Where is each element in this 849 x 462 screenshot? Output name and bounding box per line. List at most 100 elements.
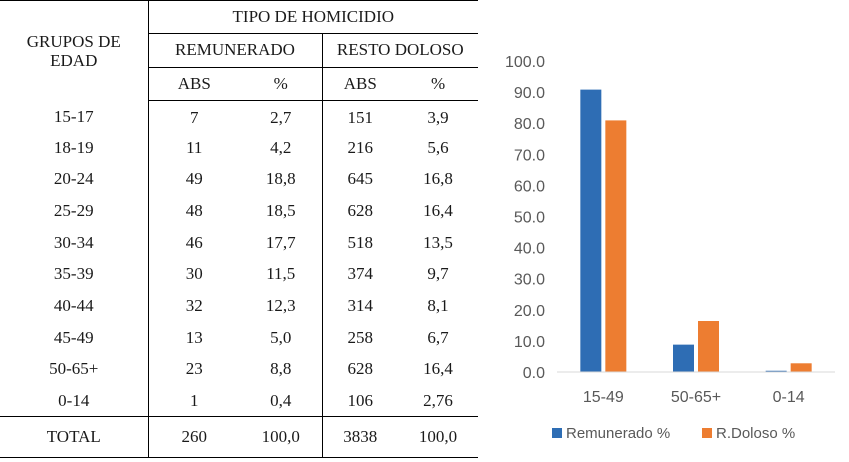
other-pct-cell: 13,5 bbox=[423, 232, 453, 252]
unit-header: % bbox=[240, 67, 323, 101]
total-other-pct: 100,0 bbox=[398, 416, 479, 458]
age-group-cell: 0-14 bbox=[0, 384, 149, 417]
table-row: 50-65+ 23 8,8 628 16,4 bbox=[0, 353, 478, 385]
legend-swatch bbox=[702, 428, 712, 438]
y-tick-label: 30.0 bbox=[514, 272, 545, 289]
x-tick-label: 50-65+ bbox=[671, 389, 721, 406]
paid-pct-cell: 18,5 bbox=[240, 195, 323, 227]
other-abs-cell: 314 bbox=[347, 295, 374, 315]
other-abs-cell: 258 bbox=[347, 327, 374, 347]
paid-abs-cell: 23 bbox=[185, 359, 203, 379]
bar bbox=[698, 320, 719, 372]
paid-abs-cell: 48 bbox=[185, 201, 203, 221]
bar bbox=[605, 120, 627, 372]
other-pct-cell: 5,6 bbox=[427, 137, 449, 157]
y-tick-label: 90.0 bbox=[514, 85, 545, 102]
table-row: 15-17 7 2,7 151 3,9 bbox=[0, 100, 478, 133]
y-tick-label: 20.0 bbox=[514, 303, 545, 320]
legend-label: Remunerado % bbox=[566, 425, 670, 442]
x-axis: 15-49 50-65+ 0-14 bbox=[583, 389, 805, 406]
age-group-header-line-1: GRUPOS DE bbox=[26, 31, 121, 51]
y-tick-label: 50.0 bbox=[514, 210, 545, 227]
paid-header: REMUNERADO bbox=[148, 33, 323, 69]
bar bbox=[580, 89, 602, 372]
other-abs-cell: 645 bbox=[347, 169, 374, 189]
age-group-cell: 18-19 bbox=[0, 132, 149, 164]
age-group-header-line-2: EDAD bbox=[50, 50, 98, 70]
age-group-header: GRUPOS DE EDAD bbox=[0, 0, 149, 101]
paid-abs-cell: 13 bbox=[185, 327, 203, 347]
y-tick-label: 80.0 bbox=[514, 116, 545, 133]
homicide-age-table: GRUPOS DE EDAD TIPO DE HOMICIDIO REMUNER… bbox=[0, 0, 479, 458]
other-intentional-header: RESTO DOLOSO bbox=[322, 33, 479, 69]
table-row: 45-49 13 5,0 258 6,7 bbox=[0, 321, 478, 354]
age-group-cell: 35-39 bbox=[0, 258, 149, 291]
paid-abs-cell: 32 bbox=[185, 295, 203, 315]
age-group-cell: 45-49 bbox=[0, 321, 149, 354]
total-other-abs: 3838 bbox=[322, 416, 398, 458]
y-tick-label: 10.0 bbox=[514, 334, 545, 351]
paid-abs-cell: 1 bbox=[190, 390, 199, 410]
paid-pct-cell: 17,7 bbox=[240, 226, 323, 259]
legend-swatch bbox=[552, 428, 562, 438]
other-pct-cell: 2,76 bbox=[423, 390, 453, 410]
y-tick-label: 60.0 bbox=[514, 178, 545, 195]
age-group-cell: 30-34 bbox=[0, 226, 149, 259]
other-pct-cell: 3,9 bbox=[427, 107, 449, 127]
age-group-bar-chart: 0.0 10.0 20.0 30.0 40.0 50.0 60.0 70.0 80.0 90.0 1… bbox=[505, 54, 835, 442]
total-paid-abs: 260 bbox=[148, 416, 240, 458]
other-abs-cell: 106 bbox=[347, 390, 374, 410]
age-group-cell: 20-24 bbox=[0, 163, 149, 196]
other-pct-cell: 6,7 bbox=[427, 327, 449, 347]
homicide-type-header: TIPO DE HOMICIDIO bbox=[148, 0, 479, 34]
total-label: TOTAL bbox=[0, 416, 149, 458]
x-tick-label: 15-49 bbox=[583, 389, 624, 406]
paid-pct-cell: 2,7 bbox=[240, 100, 323, 133]
paid-abs-cell: 46 bbox=[185, 232, 203, 252]
age-group-cell: 25-29 bbox=[0, 195, 149, 227]
bar bbox=[790, 363, 812, 372]
other-abs-cell: 374 bbox=[347, 264, 374, 284]
y-tick-label: 0.0 bbox=[523, 365, 545, 382]
paid-abs-cell: 7 bbox=[190, 107, 199, 127]
paid-pct-cell: 11,5 bbox=[240, 258, 323, 291]
other-pct-cell: 16,4 bbox=[423, 359, 453, 379]
other-abs-cell: 216 bbox=[347, 137, 374, 157]
paid-abs-cell: 49 bbox=[185, 169, 203, 189]
unit-header: % bbox=[398, 67, 479, 101]
bar bbox=[765, 370, 787, 372]
y-tick-label: 70.0 bbox=[514, 147, 545, 164]
x-tick-label: 0-14 bbox=[773, 389, 805, 406]
other-abs-cell: 628 bbox=[347, 359, 374, 379]
paid-pct-cell: 0,4 bbox=[240, 384, 323, 417]
table-row: 40-44 32 12,3 314 8,1 bbox=[0, 290, 478, 322]
other-pct-cell: 8,1 bbox=[427, 295, 449, 315]
other-abs-cell: 151 bbox=[347, 107, 374, 127]
total-paid-pct: 100,0 bbox=[240, 416, 323, 458]
table-row: 20-24 49 18,8 645 16,8 bbox=[0, 163, 478, 196]
table-row: 0-14 1 0,4 106 2,76 bbox=[0, 384, 478, 417]
unit-header: ABS bbox=[322, 67, 398, 101]
paid-abs-cell: 30 bbox=[185, 264, 203, 284]
other-abs-cell: 628 bbox=[347, 201, 374, 221]
age-group-cell: 50-65+ bbox=[0, 353, 149, 385]
bars bbox=[580, 89, 812, 372]
other-pct-cell: 16,8 bbox=[423, 169, 453, 189]
paid-pct-cell: 5,0 bbox=[240, 321, 323, 354]
y-tick-label: 40.0 bbox=[514, 241, 545, 258]
paid-pct-cell: 18,8 bbox=[240, 163, 323, 196]
y-axis: 0.0 10.0 20.0 30.0 40.0 50.0 60.0 70.0 80.0 90.0 1… bbox=[505, 54, 545, 382]
bar bbox=[673, 344, 694, 372]
legend-label: R.Doloso % bbox=[716, 425, 795, 442]
paid-pct-cell: 4,2 bbox=[240, 132, 323, 164]
total-row: TOTAL 260 100,0 3838 100,0 bbox=[0, 416, 479, 458]
table-row: 35-39 30 11,5 374 9,7 bbox=[0, 258, 478, 291]
other-pct-cell: 9,7 bbox=[427, 264, 449, 284]
paid-pct-cell: 12,3 bbox=[240, 290, 323, 322]
other-abs-cell: 518 bbox=[347, 232, 374, 252]
table-row: 25-29 48 18,5 628 16,4 bbox=[0, 195, 478, 227]
age-group-cell: 40-44 bbox=[0, 290, 149, 322]
paid-pct-cell: 8,8 bbox=[240, 353, 323, 385]
legend: Remunerado % R.Doloso % bbox=[552, 425, 795, 442]
other-pct-cell: 16,4 bbox=[423, 201, 453, 221]
